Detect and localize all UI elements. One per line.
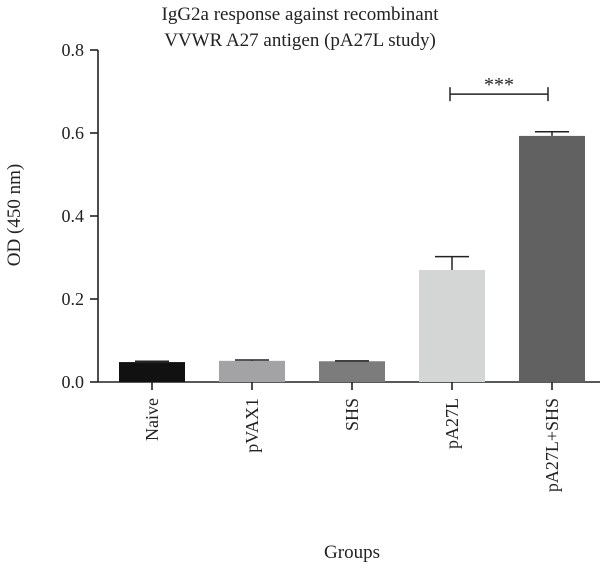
bar [219,361,285,382]
error-bars-group [135,132,569,362]
y-tick-label: 0.8 [62,40,85,60]
bar [419,270,485,382]
x-tick-label: pA27L [442,398,462,449]
x-tick-label: Naive [142,398,162,441]
bar [519,136,585,382]
x-tick-label: pVAX1 [242,398,262,453]
y-axis-label: OD (450 nm) [4,164,25,266]
x-axis-label: Groups [324,542,380,563]
bars-group [119,136,585,382]
y-tick-label: 0.2 [62,289,85,309]
significance-label: *** [484,74,514,96]
y-tick-label: 0.0 [62,372,85,392]
bar [119,362,185,382]
bar [319,361,385,382]
x-tick-label: SHS [342,398,362,431]
y-axis: 0.0 0.2 0.4 0.6 0.8 [62,40,99,392]
x-tick-label: pA27L+SHS [542,398,562,492]
y-tick-label: 0.6 [62,123,85,143]
significance-group: *** [450,74,548,101]
x-axis: Naive pVAX1 SHS pA27L pA27L+SHS [98,382,600,492]
y-tick-label: 0.4 [62,206,85,226]
